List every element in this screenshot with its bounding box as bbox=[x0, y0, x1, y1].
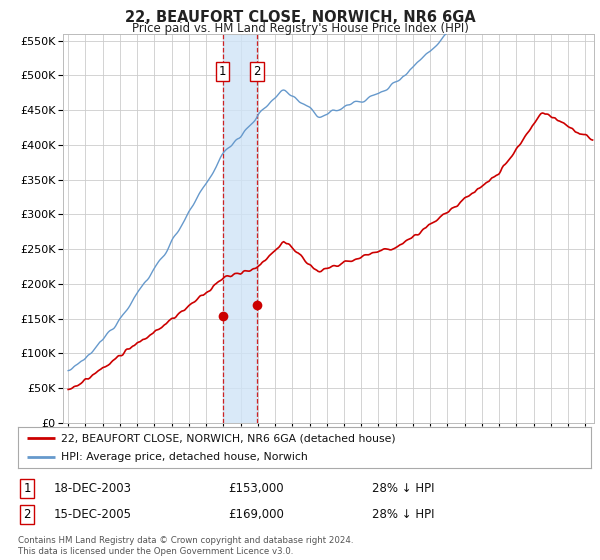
Text: HPI: Average price, detached house, Norwich: HPI: Average price, detached house, Norw… bbox=[61, 452, 308, 461]
Text: £169,000: £169,000 bbox=[228, 507, 284, 521]
Text: Contains HM Land Registry data © Crown copyright and database right 2024.
This d: Contains HM Land Registry data © Crown c… bbox=[18, 536, 353, 556]
Text: 28% ↓ HPI: 28% ↓ HPI bbox=[372, 482, 434, 495]
Text: 2: 2 bbox=[253, 66, 261, 78]
Bar bbox=[223, 34, 257, 423]
Text: 1: 1 bbox=[23, 482, 31, 495]
Text: 15-DEC-2005: 15-DEC-2005 bbox=[54, 507, 132, 521]
Text: 18-DEC-2003: 18-DEC-2003 bbox=[54, 482, 132, 495]
Text: £153,000: £153,000 bbox=[228, 482, 284, 495]
Text: Price paid vs. HM Land Registry's House Price Index (HPI): Price paid vs. HM Land Registry's House … bbox=[131, 22, 469, 35]
Text: 28% ↓ HPI: 28% ↓ HPI bbox=[372, 507, 434, 521]
Text: 1: 1 bbox=[219, 66, 226, 78]
Text: 22, BEAUFORT CLOSE, NORWICH, NR6 6GA: 22, BEAUFORT CLOSE, NORWICH, NR6 6GA bbox=[125, 10, 475, 25]
Text: 22, BEAUFORT CLOSE, NORWICH, NR6 6GA (detached house): 22, BEAUFORT CLOSE, NORWICH, NR6 6GA (de… bbox=[61, 433, 395, 443]
Text: 2: 2 bbox=[23, 507, 31, 521]
